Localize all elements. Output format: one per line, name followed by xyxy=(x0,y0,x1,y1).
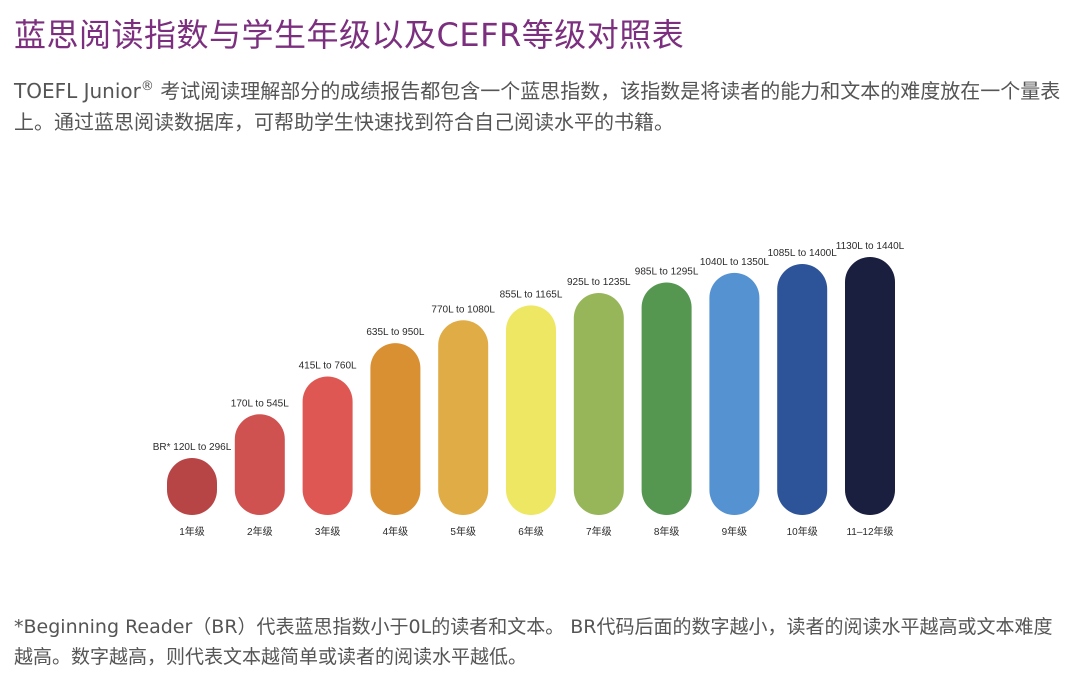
chart-range-label-2: 170L to 545L xyxy=(231,398,289,409)
chart-bar-3 xyxy=(302,376,353,515)
intro-prefix: TOEFL Junior xyxy=(14,79,141,103)
chart-grade-label-9: 9年级 xyxy=(722,525,748,538)
intro-paragraph: TOEFL Junior® 考试阅读理解部分的成绩报告都包含一个蓝思指数，该指数… xyxy=(14,76,1064,138)
chart-grade-label-6: 6年级 xyxy=(518,525,544,538)
chart-range-label-5: 770L to 1080L xyxy=(431,304,495,315)
chart-range-label-11: 1130L to 1440L xyxy=(836,241,905,252)
chart-bar-4 xyxy=(370,343,421,515)
chart-grade-label-11: 11–12年级 xyxy=(846,525,893,538)
chart-bar-1 xyxy=(167,458,217,515)
chart-bar-2 xyxy=(234,414,285,515)
chart-grade-labels: 1年级 2年级 3年级 4年级 5年级 6年级 7年级 8年级 9年级 10年级 11–12年级 xyxy=(179,525,893,538)
chart-grade-label-1: 1年级 xyxy=(179,525,205,538)
intro-text: 考试阅读理解部分的成绩报告都包含一个蓝思指数，该指数是将读者的能力和文本的难度放… xyxy=(14,79,1061,134)
chart-range-label-4: 635L to 950L xyxy=(366,327,424,338)
chart-bar-5 xyxy=(438,320,489,515)
chart-bar-8 xyxy=(641,282,692,515)
chart-grade-label-8: 8年级 xyxy=(654,525,680,538)
chart-range-label-1: BR* 120L to 296L xyxy=(153,442,232,453)
chart-bar-9 xyxy=(709,272,760,515)
chart-range-label-9: 1040L to 1350L xyxy=(700,257,770,268)
chart-range-label-6: 855L to 1165L xyxy=(500,289,563,300)
chart-grade-label-10: 10年级 xyxy=(787,525,818,538)
chart-grade-label-5: 5年级 xyxy=(450,525,476,538)
lexile-grade-chart: BR* 120L to 296L 170L to 545L 415L to 760L… xyxy=(153,241,905,538)
chart-range-label-8: 985L to 1295L xyxy=(635,266,699,277)
footnote: *Beginning Reader（BR）代表蓝思指数小于0L的读者和文本。 B… xyxy=(14,616,1053,668)
chart-grade-label-2: 2年级 xyxy=(247,525,273,538)
chart-range-labels: BR* 120L to 296L 170L to 545L 415L to 760L… xyxy=(153,241,905,453)
chart-bars xyxy=(167,257,895,515)
chart-range-label-10: 1085L to 1400L xyxy=(768,248,838,259)
chart-grade-label-3: 3年级 xyxy=(315,525,341,538)
chart-bar-7 xyxy=(573,293,624,515)
chart-bar-10 xyxy=(777,264,828,515)
chart-grade-label-4: 4年级 xyxy=(383,525,409,538)
chart-grade-label-7: 7年级 xyxy=(586,525,612,538)
chart-bar-6 xyxy=(506,305,556,515)
chart-bar-11 xyxy=(845,257,895,515)
registered-mark: ® xyxy=(140,79,154,94)
chart-range-label-3: 415L to 760L xyxy=(299,360,357,371)
page-title: 蓝思阅读指数与学生年级以及CEFR等级对照表 xyxy=(14,16,685,54)
chart-range-label-7: 925L to 1235L xyxy=(567,277,631,288)
